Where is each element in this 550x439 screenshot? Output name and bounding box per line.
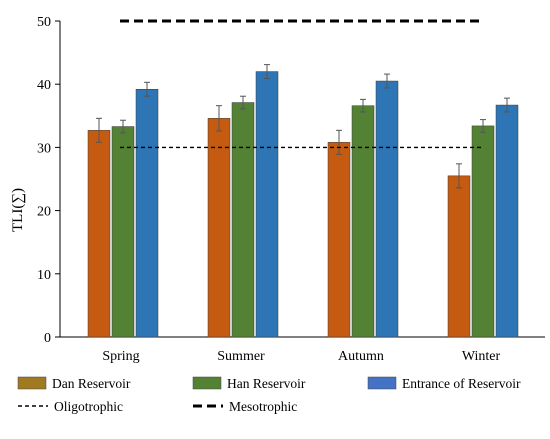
y-tick-label: 20 <box>37 205 51 220</box>
y-tick-label: 50 <box>37 15 51 30</box>
y-tick-label: 30 <box>37 141 51 156</box>
y-axis-title: TLI(∑) <box>10 188 26 232</box>
bar <box>231 102 255 338</box>
legend-label: Dan Reservoir <box>52 376 131 391</box>
bar <box>495 104 519 338</box>
x-tick-label: Winter <box>462 349 501 364</box>
legend-label: Han Reservoir <box>227 376 306 391</box>
bar <box>255 71 279 338</box>
bar <box>471 125 495 338</box>
bar <box>111 126 135 338</box>
legend-swatch <box>17 376 47 390</box>
bar <box>87 130 111 338</box>
legend-label: Oligotrophic <box>54 399 123 414</box>
x-tick-label: Autumn <box>338 349 384 364</box>
bar <box>375 80 399 338</box>
bar <box>207 118 231 338</box>
bar <box>447 175 471 338</box>
legend-label: Mesotrophic <box>229 399 297 414</box>
x-tick-label: Summer <box>217 349 265 364</box>
legend-swatch <box>367 376 397 390</box>
y-tick-label: 40 <box>37 78 51 93</box>
legend: Dan Reservoir Han Reservoir Entrance of Re… <box>17 376 521 414</box>
bar <box>135 89 159 338</box>
legend-swatch <box>192 376 222 390</box>
x-tick-label: Spring <box>102 349 139 364</box>
bar <box>327 142 351 338</box>
bar <box>351 105 375 338</box>
plot-area: 0 10 20 30 40 50 Spring Summer Autumn Winter <box>37 15 545 364</box>
legend-label: Entrance of Reservoir <box>402 376 521 391</box>
y-tick-label: 0 <box>44 331 51 346</box>
y-tick-label: 10 <box>37 268 51 283</box>
